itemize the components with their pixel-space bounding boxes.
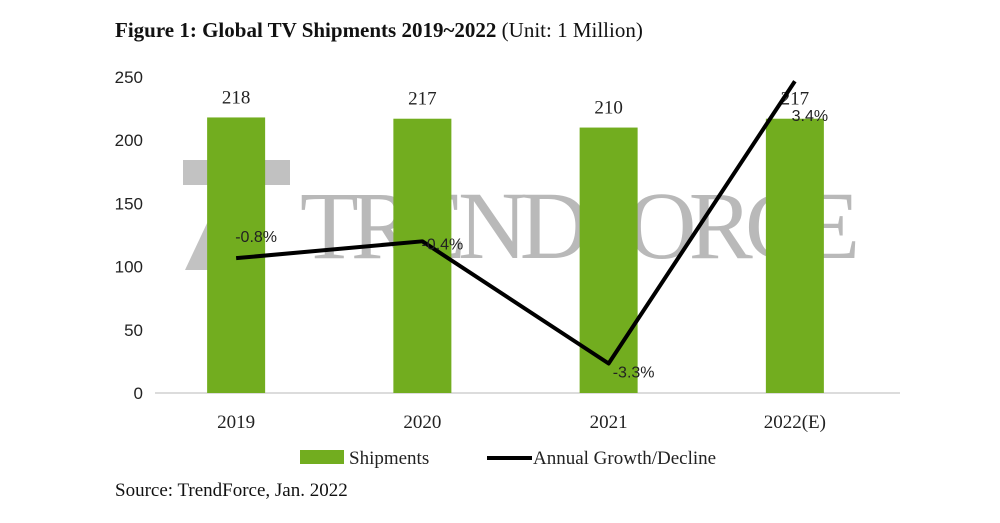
- y-tick-label: 100: [115, 258, 143, 277]
- growth-data-label: 3.4%: [792, 108, 828, 125]
- chart-title: Figure 1: Global TV Shipments 2019~2022 …: [115, 18, 643, 43]
- legend-label-growth: Annual Growth/Decline: [533, 448, 716, 469]
- legend-swatch-shipments: [300, 450, 344, 464]
- bar-data-label: 210: [594, 98, 623, 119]
- growth-data-label: -0.8%: [235, 229, 277, 246]
- y-tick-label: 50: [124, 321, 143, 340]
- bar-data-label: 218: [222, 87, 251, 108]
- chart-title-main: Figure 1: Global TV Shipments 2019~2022: [115, 18, 497, 42]
- x-tick-label: 2019: [217, 412, 255, 433]
- y-tick-label: 150: [115, 194, 143, 213]
- chart-subtitle: (Unit: 1 Million): [501, 18, 643, 42]
- source-note: Source: TrendForce, Jan. 2022: [115, 480, 348, 501]
- growth-line: [235, 80, 797, 366]
- bar-data-label: 217: [408, 89, 437, 110]
- x-tick-label: 2022(E): [764, 412, 826, 433]
- bar-2022(E): [765, 118, 824, 393]
- bar-2021: [579, 127, 638, 393]
- legend-label-shipments: Shipments: [349, 448, 429, 469]
- growth-data-label: -0.4%: [421, 236, 463, 253]
- x-tick-label: 2020: [403, 412, 441, 433]
- y-tick-label: 0: [134, 384, 143, 403]
- growth-data-label: -3.3%: [613, 365, 655, 382]
- y-tick-label: 200: [115, 131, 143, 150]
- y-tick-label: 250: [115, 68, 143, 87]
- watermark-logo: TRENDFORCE: [183, 160, 860, 279]
- x-tick-label: 2021: [590, 412, 628, 433]
